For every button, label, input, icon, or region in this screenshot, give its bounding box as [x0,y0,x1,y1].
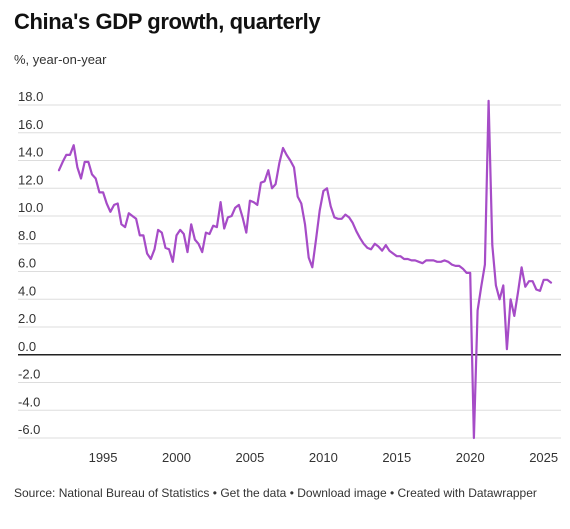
y-tick-label: -4.0 [18,394,40,409]
y-tick-label: 6.0 [18,256,36,271]
x-tick-label: 2020 [456,450,485,465]
y-tick-label: 4.0 [18,283,36,298]
y-tick-label: -2.0 [18,367,40,382]
separator: • [209,486,221,500]
x-axis-ticks: 1995 2000 2005 2010 2015 2020 2025 [89,450,559,465]
y-axis-ticks: 18.0 16.0 14.0 12.0 10.0 8.0 6.0 4.0 2.0 0.0 -2.0 -… [18,89,43,437]
download-image-link[interactable]: Download image [297,486,387,500]
y-tick-label: 2.0 [18,311,36,326]
y-tick-label: 10.0 [18,200,43,215]
x-tick-label: 2025 [529,450,558,465]
source-note: Source: National Bureau of Statistics [14,486,210,500]
gdp-growth-line [57,99,553,440]
x-tick-label: 2005 [235,450,264,465]
y-tick-label: 18.0 [18,89,43,104]
x-tick-label: 2010 [309,450,338,465]
grid-lines [18,104,561,439]
get-the-data-link[interactable]: Get the data [220,486,287,500]
line-chart: 18.0 16.0 14.0 12.0 10.0 8.0 6.0 4.0 2.0 0.0 -2.0 -… [18,89,561,465]
separator: • [286,486,298,500]
y-tick-label: 8.0 [18,228,36,243]
y-tick-label: 0.0 [18,339,36,354]
x-tick-label: 1995 [89,450,118,465]
chart-title: China's GDP growth, quarterly [14,9,321,34]
y-tick-label: 14.0 [18,145,43,160]
x-tick-label: 2015 [382,450,411,465]
series-lines [57,99,553,440]
y-tick-label: 12.0 [18,172,43,187]
y-tick-label: -6.0 [18,422,40,437]
footer: Source: National Bureau of Statistics • … [14,486,544,501]
x-tick-label: 2000 [162,450,191,465]
datawrapper-credit-link[interactable]: Created with Datawrapper [397,486,537,500]
separator: • [386,486,398,500]
y-tick-label: 16.0 [18,117,43,132]
y-axis-unit-label: %, year-on-year [14,52,107,67]
